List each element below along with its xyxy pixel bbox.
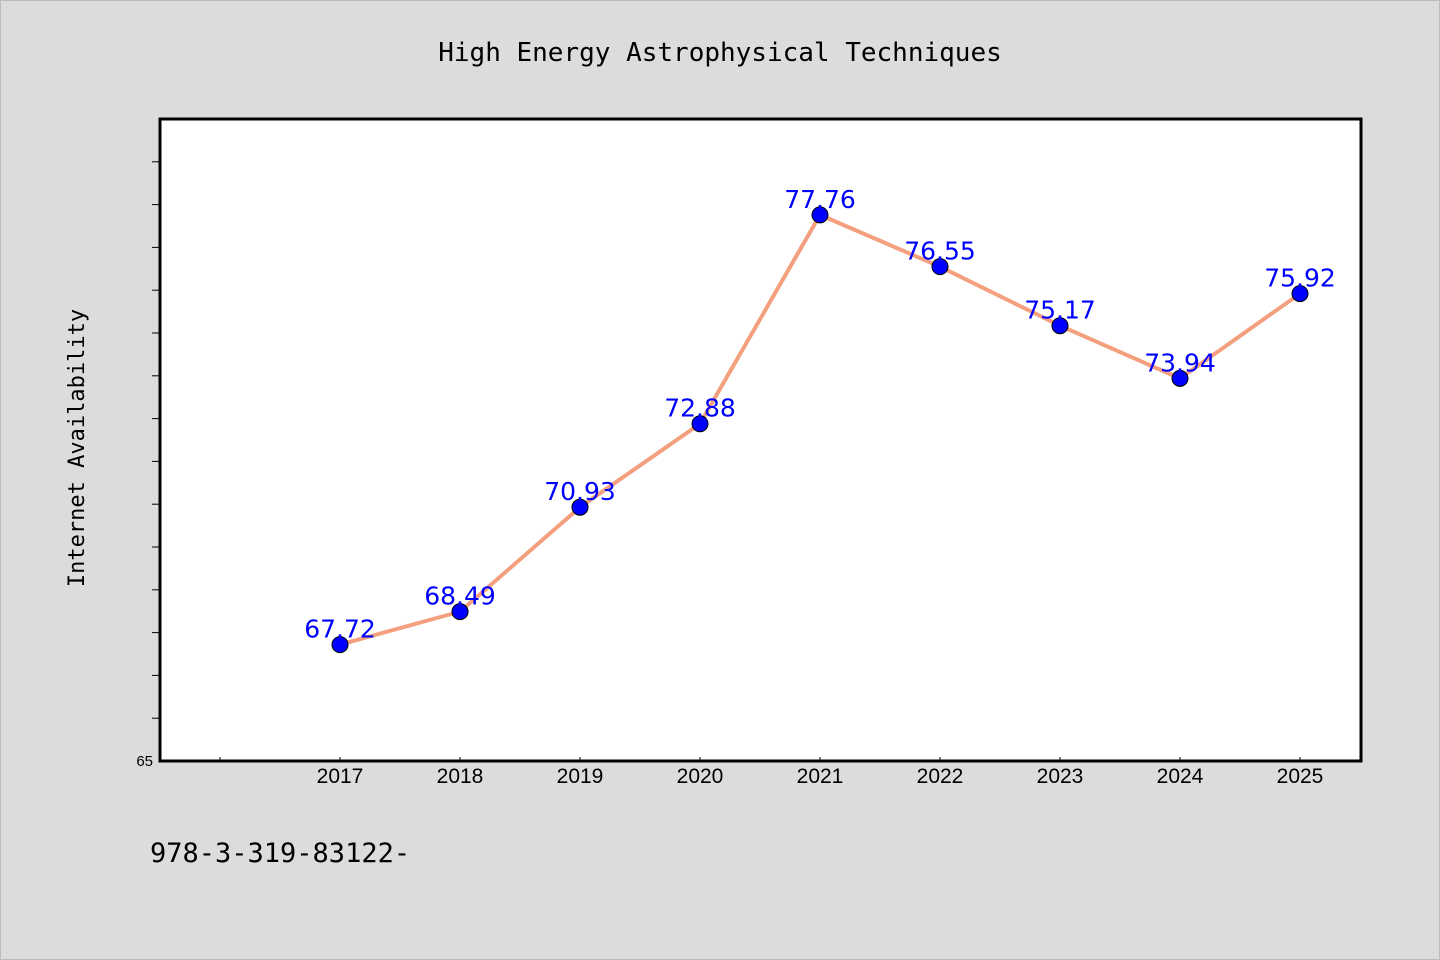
data-point bbox=[331, 636, 349, 654]
x-tick-label: 2024 bbox=[1157, 765, 1204, 788]
x-tick-label: 2023 bbox=[1037, 765, 1084, 788]
data-point bbox=[451, 603, 469, 621]
data-point bbox=[1291, 285, 1309, 303]
data-label: 73.94 bbox=[1144, 348, 1216, 377]
x-tick-label: 2017 bbox=[317, 765, 364, 788]
data-label: 72.88 bbox=[664, 394, 736, 423]
x-tick-label: 2020 bbox=[677, 765, 724, 788]
data-label: 68.49 bbox=[424, 582, 496, 611]
data-label: 75.92 bbox=[1264, 264, 1336, 293]
x-tick-label: 2022 bbox=[917, 765, 964, 788]
data-label: 77.76 bbox=[784, 185, 856, 214]
data-point bbox=[1051, 317, 1069, 335]
y-tick-label: 65 bbox=[136, 753, 153, 770]
data-label: 70.93 bbox=[544, 477, 616, 506]
data-labels: 67.72 68.49 70.93 72.88 77.76 76.55 75.17 73.94… bbox=[304, 185, 1336, 644]
data-label: 67.72 bbox=[304, 615, 376, 644]
data-label: 75.17 bbox=[1024, 296, 1096, 325]
footer-isbn-text: 978-3-319-83122- bbox=[150, 838, 410, 869]
data-point bbox=[811, 206, 829, 224]
chart-title: High Energy Astrophysical Techniques bbox=[438, 38, 1002, 68]
x-tick-label: 2021 bbox=[797, 765, 844, 788]
data-label: 76.55 bbox=[904, 237, 976, 266]
axis-ticks: 65 2017 2018 2019 2020 2021 2022 2023 2024 2025 bbox=[136, 161, 1324, 788]
data-point bbox=[1171, 369, 1189, 387]
y-axis-label: Internet Availability bbox=[65, 309, 90, 587]
x-tick-label: 2019 bbox=[557, 765, 604, 788]
data-point bbox=[691, 415, 709, 433]
plot-area bbox=[158, 117, 1363, 763]
x-tick-label: 2018 bbox=[437, 765, 484, 788]
data-point bbox=[931, 258, 949, 276]
data-markers bbox=[331, 206, 1309, 654]
data-point bbox=[571, 498, 589, 516]
x-tick-label: 2025 bbox=[1277, 765, 1324, 788]
